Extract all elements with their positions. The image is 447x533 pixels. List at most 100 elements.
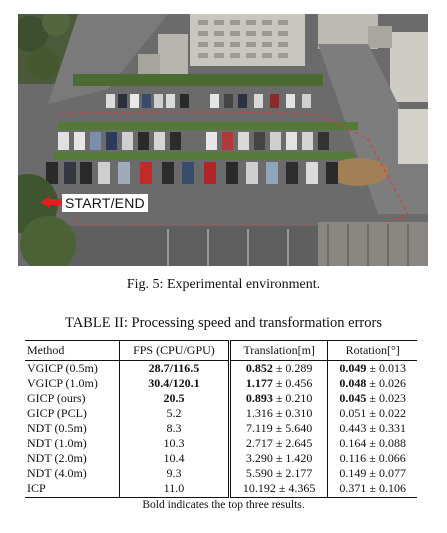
translation-mean: 3.290 <box>245 451 273 465</box>
cell-translation: 2.717 ±2.645 <box>229 436 329 451</box>
plus-minus-sign: ± <box>369 466 376 480</box>
results-table-body: VGICP (0.5m) 28.7/116.5 0.852 ±0.289 0.049 ±0… <box>25 360 417 498</box>
rotation-mean: 0.051 <box>339 406 367 420</box>
rotation-mean: 0.045 <box>339 391 367 405</box>
cell-translation: 0.893 ±0.210 <box>229 391 329 406</box>
cell-translation: 1.316 ±0.310 <box>229 406 329 421</box>
cell-fps: 8.3 <box>119 421 231 436</box>
table-row: GICP (ours) 20.5 0.893 ±0.210 0.045 ±0.023 <box>25 391 417 406</box>
translation-std: 0.210 <box>285 391 313 405</box>
cell-rotation: 0.443 ±0.331 <box>328 421 417 436</box>
rotation-std: 0.022 <box>378 406 406 420</box>
rotation-std: 0.066 <box>378 451 406 465</box>
translation-mean: 2.717 <box>245 436 273 450</box>
plus-minus-sign: ± <box>275 466 283 480</box>
cell-translation: 10.192 ±4.365 <box>229 481 329 498</box>
plus-minus-sign: ± <box>369 391 376 405</box>
translation-std: 4.365 <box>288 481 316 495</box>
translation-mean: 0.893 <box>245 391 273 405</box>
translation-mean: 10.192 <box>242 481 276 495</box>
table-row: NDT (0.5m) 8.3 7.119 ±5.640 0.443 ±0.331 <box>25 421 417 436</box>
plus-minus-sign: ± <box>369 481 376 495</box>
plus-minus-sign: ± <box>369 421 376 435</box>
plus-minus-sign: ± <box>275 361 283 375</box>
cell-fps: 10.4 <box>119 451 231 466</box>
translation-mean: 1.177 <box>245 376 273 390</box>
translation-std: 0.289 <box>285 361 313 375</box>
cell-method: NDT (2.0m) <box>25 451 120 466</box>
table-row: VGICP (1.0m) 30.4/120.1 1.177 ±0.456 0.048 ±0… <box>25 376 417 391</box>
cell-rotation: 0.164 ±0.088 <box>328 436 417 451</box>
plus-minus-sign: ± <box>275 421 283 435</box>
translation-std: 0.456 <box>285 376 313 390</box>
table-row: VGICP (0.5m) 28.7/116.5 0.852 ±0.289 0.049 ±0… <box>25 360 417 377</box>
parking-lot-aerial-image <box>18 14 428 266</box>
rotation-mean: 0.164 <box>339 436 367 450</box>
cell-rotation: 0.045 ±0.023 <box>328 391 417 406</box>
table-row: NDT (4.0m) 9.3 5.590 ±2.177 0.149 ±0.077 <box>25 466 417 481</box>
cell-method: VGICP (1.0m) <box>25 376 120 391</box>
plus-minus-sign: ± <box>278 481 286 495</box>
column-header-method: Method <box>25 340 120 361</box>
column-header-translation: Translation[m] <box>229 340 329 361</box>
cell-translation: 3.290 ±1.420 <box>229 451 329 466</box>
rotation-mean: 0.048 <box>339 376 367 390</box>
table-row: NDT (2.0m) 10.4 3.290 ±1.420 0.116 ±0.066 <box>25 451 417 466</box>
column-header-rotation: Rotation[°] <box>327 340 417 361</box>
cell-rotation: 0.371 ±0.106 <box>327 481 417 498</box>
cell-method: NDT (0.5m) <box>25 421 120 436</box>
rotation-std: 0.026 <box>378 376 406 390</box>
plus-minus-sign: ± <box>369 451 376 465</box>
cell-method: NDT (4.0m) <box>25 466 120 481</box>
cell-translation: 1.177 ±0.456 <box>229 376 329 391</box>
cell-fps: 28.7/116.5 <box>119 360 231 376</box>
cell-translation: 5.590 ±2.177 <box>229 466 329 481</box>
translation-mean: 7.119 <box>246 421 273 435</box>
cell-translation: 0.852 ±0.289 <box>229 360 329 376</box>
translation-std: 5.640 <box>285 421 313 435</box>
column-header-fps: FPS (CPU/GPU) <box>119 340 231 361</box>
start-end-arrow-icon <box>40 196 62 208</box>
cell-rotation: 0.048 ±0.026 <box>328 376 417 391</box>
plus-minus-sign: ± <box>369 406 376 420</box>
plus-minus-sign: ± <box>275 436 283 450</box>
cell-rotation: 0.051 ±0.022 <box>328 406 417 421</box>
table-header-row: Method FPS (CPU/GPU) Translation[m] Rota… <box>25 340 417 361</box>
cell-rotation: 0.149 ±0.077 <box>328 466 417 481</box>
translation-std: 1.420 <box>285 451 313 465</box>
cell-method: GICP (ours) <box>25 391 120 406</box>
rotation-mean: 0.049 <box>339 361 367 375</box>
plus-minus-sign: ± <box>275 406 283 420</box>
cell-translation: 7.119 ±5.640 <box>229 421 329 436</box>
cell-fps: 20.5 <box>119 391 231 406</box>
translation-std: 0.310 <box>285 406 313 420</box>
cell-method: NDT (1.0m) <box>25 436 120 451</box>
translation-mean: 1.316 <box>245 406 273 420</box>
cell-fps: 30.4/120.1 <box>119 376 231 391</box>
cell-fps: 10.3 <box>119 436 231 451</box>
experimental-environment-photo: START/END <box>18 14 428 266</box>
plus-minus-sign: ± <box>369 361 376 375</box>
table-row: NDT (1.0m) 10.3 2.717 ±2.645 0.164 ±0.088 <box>25 436 417 451</box>
plus-minus-sign: ± <box>369 376 376 390</box>
rotation-std: 0.013 <box>378 361 406 375</box>
cell-rotation: 0.049 ±0.013 <box>328 361 417 377</box>
table-row: ICP 11.0 10.192 ±4.365 0.371 ±0.106 <box>25 481 417 498</box>
cell-fps: 9.3 <box>119 466 231 481</box>
rotation-std: 0.077 <box>378 466 406 480</box>
cell-method: VGICP (0.5m) <box>25 360 120 376</box>
table-footnote: Bold indicates the top three results. <box>142 499 305 511</box>
plus-minus-sign: ± <box>369 436 376 450</box>
plus-minus-sign: ± <box>275 451 283 465</box>
cell-fps: 11.0 <box>119 481 231 498</box>
plus-minus-sign: ± <box>275 391 283 405</box>
translation-std: 2.177 <box>285 466 313 480</box>
results-table: Method FPS (CPU/GPU) Translation[m] Rota… <box>25 340 417 498</box>
rotation-std: 0.023 <box>378 391 406 405</box>
rotation-mean: 0.116 <box>339 451 367 465</box>
cell-rotation: 0.116 ±0.066 <box>328 451 417 466</box>
rotation-mean: 0.371 <box>339 481 367 495</box>
table-caption: TABLE II: Processing speed and transform… <box>65 315 382 331</box>
rotation-std: 0.088 <box>378 436 406 450</box>
rotation-mean: 0.443 <box>339 421 367 435</box>
